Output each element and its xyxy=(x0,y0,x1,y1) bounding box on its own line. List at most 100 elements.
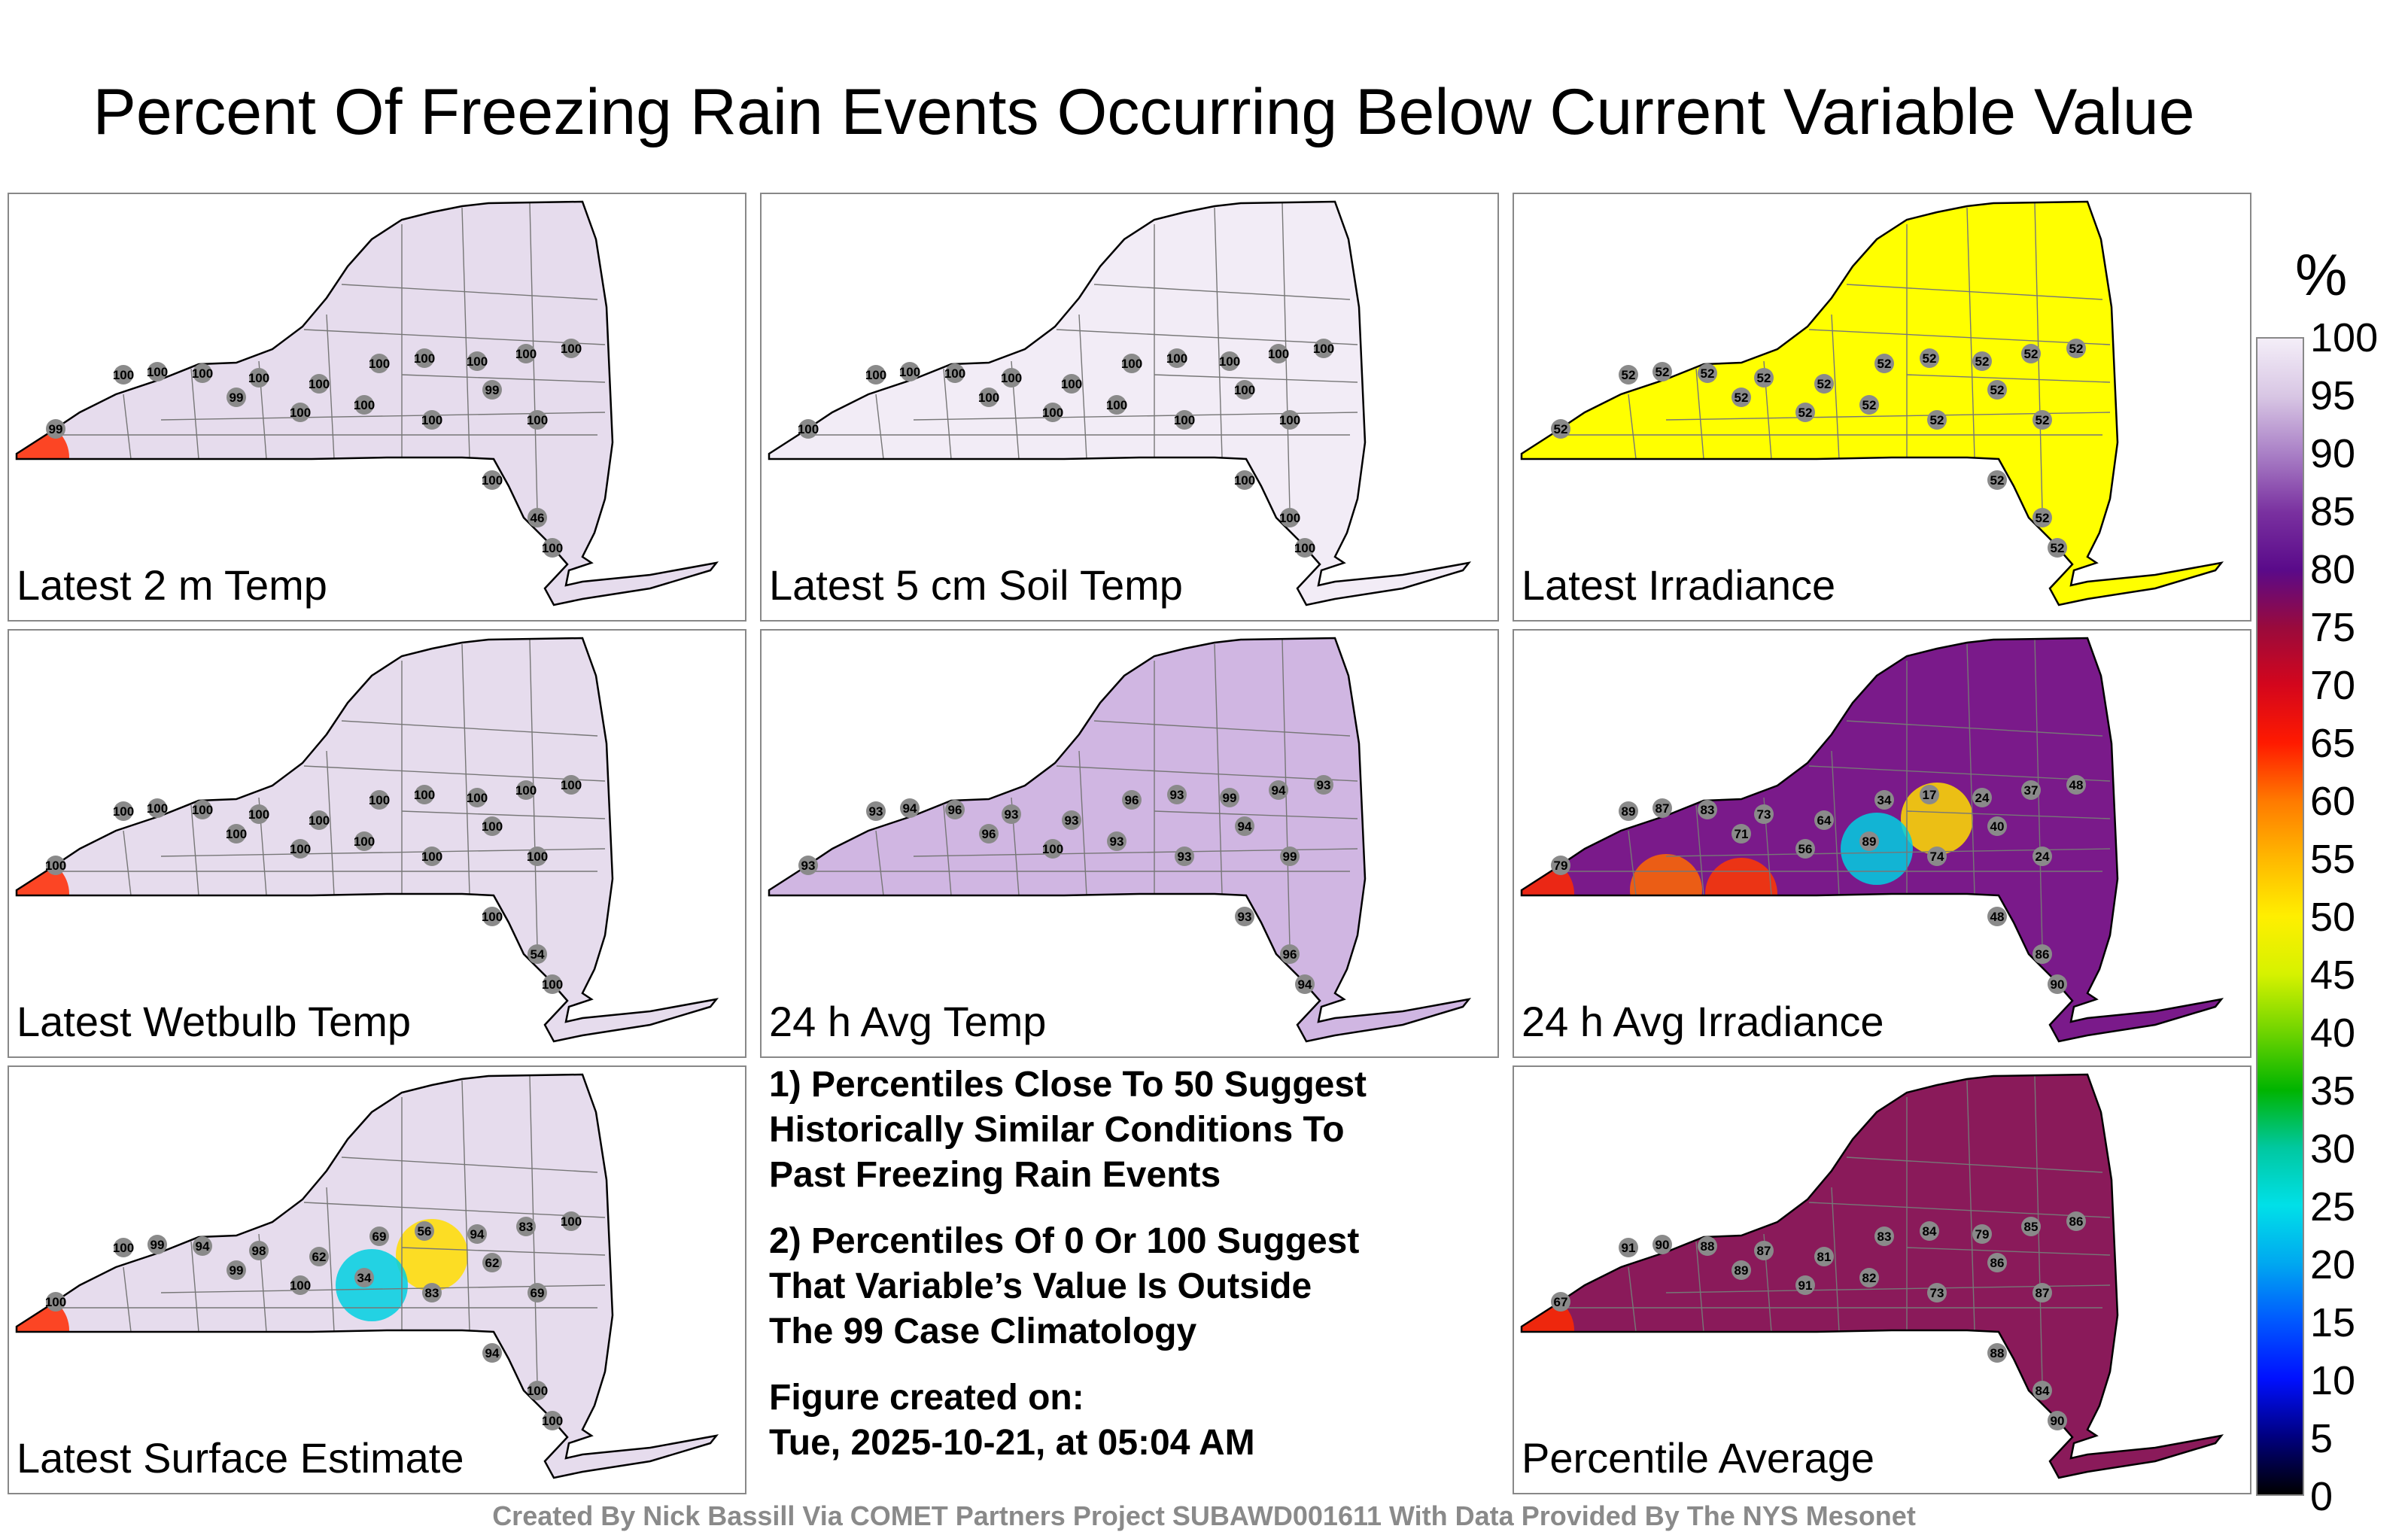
station-dot xyxy=(1652,798,1672,818)
station-marker: 100 xyxy=(944,363,965,383)
station-marker: 100 xyxy=(1042,839,1063,859)
station-dot xyxy=(945,800,965,819)
county-line xyxy=(1808,329,2111,345)
station-value: 100 xyxy=(192,803,213,817)
station-marker: 100 xyxy=(290,1275,311,1295)
map-panel-24-h-avg-temp: 93 94 96 93 93 96 93 99 94 93 96 100 93 93 94 99 93 96 93 9… xyxy=(760,629,1499,1058)
station-marker: 100 xyxy=(515,780,537,800)
ny-state-map: 100 100 100 100 100 100 100 100 100 100 99 100 100 10… xyxy=(15,200,719,606)
station-marker: 24 xyxy=(1972,788,1992,807)
station-value: 84 xyxy=(1923,1224,1937,1239)
station-dot xyxy=(1235,816,1254,836)
station-dot xyxy=(2021,780,2041,800)
station-dot xyxy=(1754,804,1774,824)
station-dot xyxy=(1698,1236,1717,1256)
station-value: 56 xyxy=(1798,842,1813,856)
county-line xyxy=(1695,368,1704,460)
station-dot xyxy=(561,339,581,358)
station-value: 100 xyxy=(369,793,390,807)
station-value: 100 xyxy=(561,342,582,356)
station-marker: 100 xyxy=(290,403,311,422)
station-value: 52 xyxy=(1735,391,1749,405)
panel-label: 24 h Avg Temp xyxy=(769,998,1047,1045)
station-marker: 94 xyxy=(900,798,920,818)
station-value: 100 xyxy=(45,1295,66,1309)
station-marker: 100 xyxy=(1234,470,1255,490)
station-value: 100 xyxy=(421,850,442,864)
station-dot xyxy=(147,798,167,818)
station-marker: 100 xyxy=(1313,339,1334,358)
station-value: 52 xyxy=(1877,357,1892,371)
station-value: 100 xyxy=(542,977,563,992)
station-value: 52 xyxy=(1701,366,1715,381)
station-dot xyxy=(482,470,502,490)
station-value: 81 xyxy=(1817,1250,1832,1264)
station-value: 82 xyxy=(1862,1271,1877,1285)
station-value: 100 xyxy=(1001,371,1022,385)
station-dot xyxy=(309,1247,329,1266)
station-dot xyxy=(1874,790,1894,810)
station-dot xyxy=(528,1283,547,1302)
station-value: 99 xyxy=(150,1238,165,1252)
station-dot xyxy=(354,1268,374,1287)
station-value: 100 xyxy=(290,842,311,856)
station-value: 79 xyxy=(1554,859,1568,873)
station-value: 100 xyxy=(542,541,563,555)
station-marker: 85 xyxy=(2021,1217,2041,1236)
station-dot xyxy=(528,1381,547,1400)
station-value: 90 xyxy=(2051,1414,2065,1428)
station-marker: 91 xyxy=(1795,1275,1815,1295)
station-value: 100 xyxy=(1313,342,1334,356)
colorbar-tick-label: 80 xyxy=(2310,547,2356,592)
station-value: 100 xyxy=(1234,473,1255,488)
station-dot xyxy=(1987,907,2007,926)
station-dot xyxy=(1874,1226,1894,1246)
station-value: 89 xyxy=(1735,1263,1749,1278)
station-dot xyxy=(2033,410,2052,430)
station-marker: 52 xyxy=(1652,362,1672,381)
station-marker: 100 xyxy=(467,351,488,371)
station-value: 100 xyxy=(1121,357,1142,371)
station-dot xyxy=(528,847,547,866)
station-value: 100 xyxy=(147,365,168,379)
station-dot xyxy=(227,1260,246,1280)
station-dot xyxy=(1987,1343,2007,1363)
county-line xyxy=(303,765,606,782)
station-dot xyxy=(467,788,487,807)
station-dot xyxy=(2048,974,2067,994)
county-line xyxy=(401,374,606,383)
station-marker: 91 xyxy=(1619,1238,1638,1257)
colorbar-tick-label: 35 xyxy=(2310,1068,2356,1114)
station-marker: 100 xyxy=(561,1211,582,1231)
station-value: 52 xyxy=(1757,371,1771,385)
station-marker: 96 xyxy=(1280,944,1300,964)
colorbar-tick-label: 10 xyxy=(2310,1358,2356,1403)
station-dot xyxy=(528,410,547,430)
station-marker: 100 xyxy=(515,344,537,363)
station-marker: 88 xyxy=(1698,1236,1717,1256)
station-dot xyxy=(1987,816,2007,836)
station-marker: 96 xyxy=(979,824,999,843)
station-dot xyxy=(2033,1381,2052,1400)
station-dot xyxy=(543,538,562,558)
station-dot xyxy=(1280,410,1300,430)
station-dot xyxy=(46,419,65,439)
station-marker: 100 xyxy=(1294,538,1315,558)
station-value: 94 xyxy=(1238,819,1252,834)
station-value: 88 xyxy=(1701,1239,1715,1254)
station-value: 93 xyxy=(869,804,883,819)
station-value: 83 xyxy=(425,1286,439,1300)
station-value: 100 xyxy=(865,368,886,382)
station-value: 73 xyxy=(1930,1286,1944,1300)
station-value: 87 xyxy=(2036,1286,2050,1300)
station-dot xyxy=(1280,508,1300,527)
station-value: 99 xyxy=(230,391,244,405)
station-marker: 52 xyxy=(1972,351,1992,371)
station-marker: 48 xyxy=(1987,907,2007,926)
station-marker: 69 xyxy=(369,1226,389,1246)
station-dot xyxy=(2033,847,2052,866)
station-marker: 100 xyxy=(45,856,66,875)
station-value: 100 xyxy=(1174,413,1195,427)
station-value: 69 xyxy=(372,1230,387,1244)
station-marker: 100 xyxy=(248,368,269,388)
